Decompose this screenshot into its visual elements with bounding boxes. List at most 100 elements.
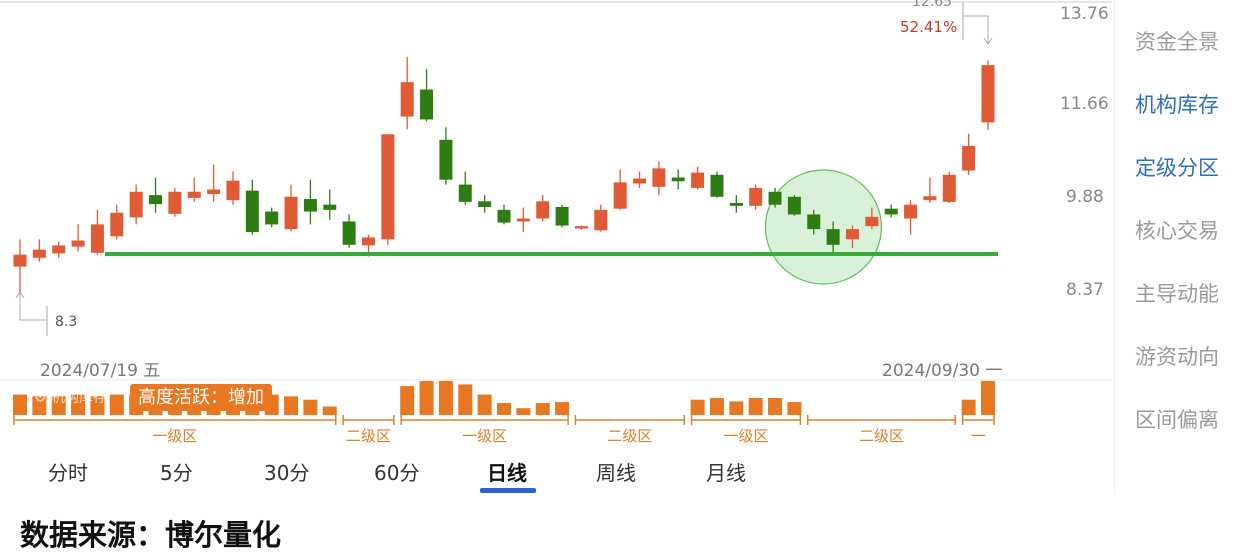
low-price-label: 8.3 (55, 314, 78, 330)
candle-body (361, 237, 375, 246)
candle-body (439, 139, 453, 180)
volume-bar (71, 394, 86, 415)
sidebar-item[interactable]: 定级分区 (1135, 156, 1219, 180)
candle-body (71, 240, 85, 247)
period-tabs: 分时 5分 30分 60分 日线 周线 月线 (0, 455, 1112, 495)
volume-bar (438, 381, 453, 415)
tab-1[interactable]: 5分 (160, 461, 193, 485)
candle-body (826, 229, 840, 245)
candle-body (768, 191, 782, 205)
volume-bar (981, 381, 995, 415)
candle-body (749, 187, 763, 206)
candle-body (245, 190, 259, 233)
volume-bar (322, 406, 337, 415)
candle-body (381, 134, 395, 240)
candlestick-chart[interactable]: 一级区 二级区 一级区 二级区 一级区 二级区 一 (0, 0, 1112, 450)
candle-body (671, 177, 685, 182)
low-marker-leader (19, 292, 47, 321)
tab-3[interactable]: 60分 (374, 461, 420, 485)
low-arrow-icon (15, 291, 25, 299)
zone-label: 一级区 (462, 427, 507, 445)
high-arrow-icon (983, 37, 993, 45)
candle-body (691, 172, 705, 188)
candle-body (400, 82, 414, 117)
candle-body (516, 218, 530, 222)
volume-bar (284, 396, 299, 415)
volume-bar (961, 399, 976, 415)
candle-body (594, 209, 608, 231)
watermark-text: 机构库存 (51, 390, 108, 406)
candle-body (207, 189, 221, 194)
candle-body (303, 199, 317, 212)
candle-body (497, 209, 511, 223)
sidebar-item[interactable]: 区间偏离 (1135, 408, 1219, 432)
candle-body (807, 214, 821, 230)
candle-body (129, 191, 143, 218)
volume-bar (690, 399, 705, 415)
candle-body (149, 195, 163, 205)
tab-6[interactable]: 月线 (706, 461, 746, 485)
volume-bar (748, 398, 763, 415)
volume-bar (90, 396, 105, 415)
price-tick: 9.88 (1066, 187, 1104, 207)
candle-body (729, 202, 743, 206)
volume-bar (109, 394, 124, 415)
candle-body (265, 211, 279, 225)
candle-body (536, 201, 550, 219)
tab-5[interactable]: 周线 (596, 461, 636, 485)
high-price-label: 12.65 (912, 0, 953, 10)
candle-body (574, 226, 588, 229)
zone-label: 一级区 (152, 427, 197, 445)
sidebar-item[interactable]: 主导动能 (1135, 282, 1219, 306)
volume-bar (729, 401, 744, 415)
price-tick: 8.37 (1066, 280, 1104, 300)
sidebar-item[interactable]: 游资动向 (1135, 345, 1219, 369)
candle-body (342, 221, 356, 245)
candle-body (787, 196, 801, 215)
zone-label: 二级区 (859, 427, 904, 445)
candle-body (904, 204, 918, 219)
end-date: 2024/09/30 一 (882, 361, 1003, 381)
start-date: 2024/07/19 五 (40, 361, 161, 381)
volume-bar (516, 408, 531, 415)
price-tick: 13.76 (1060, 4, 1109, 24)
candle-body (13, 254, 27, 267)
candle-body (884, 208, 898, 215)
candle-body (168, 191, 182, 214)
volume-bar (768, 398, 783, 415)
candle-body (942, 174, 956, 202)
volume-bar (709, 398, 724, 415)
candle-body (420, 89, 434, 120)
volume-bar (787, 402, 802, 415)
candle-body (962, 145, 976, 171)
candle-body (845, 229, 859, 240)
candle-body (865, 216, 879, 227)
volume-bar (535, 403, 550, 415)
volume-bar (477, 394, 492, 415)
candle-body (633, 178, 647, 184)
candle-body (187, 191, 201, 198)
tab-0[interactable]: 分时 (48, 461, 88, 485)
tab-4[interactable]: 日线 (487, 461, 527, 485)
volume-bar (497, 403, 511, 415)
activity-badge: 高度活跃：增加 (130, 384, 272, 411)
candle-body (478, 201, 492, 207)
high-low-markers (15, 2, 993, 336)
volume-bar (400, 386, 415, 415)
data-source: 数据来源：博尔量化 (20, 518, 282, 552)
sidebar-item[interactable]: 机构库存 (1135, 93, 1219, 117)
sidebar-item[interactable]: 核心交易 (1135, 219, 1219, 243)
volume-bar (13, 394, 27, 415)
candle-body (981, 65, 995, 123)
candle-body (226, 180, 240, 201)
volume-bar (458, 384, 473, 415)
candle-body (32, 249, 46, 258)
volume-bar (555, 402, 570, 415)
candle-body (458, 184, 472, 202)
watermark: ⚙ 机构库存 (34, 387, 107, 407)
candle-body (110, 212, 124, 237)
price-tick: 11.66 (1060, 94, 1109, 114)
sidebar-item[interactable]: 资金全景 (1135, 30, 1219, 54)
tab-2[interactable]: 30分 (264, 461, 310, 485)
volume-bar (419, 381, 434, 415)
